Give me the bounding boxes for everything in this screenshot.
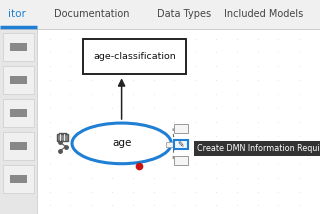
FancyBboxPatch shape	[174, 156, 188, 165]
Ellipse shape	[72, 123, 171, 164]
FancyBboxPatch shape	[166, 142, 173, 147]
Text: age: age	[112, 138, 131, 148]
FancyBboxPatch shape	[10, 43, 27, 51]
FancyBboxPatch shape	[37, 29, 320, 214]
FancyBboxPatch shape	[10, 142, 27, 150]
FancyBboxPatch shape	[174, 124, 188, 133]
FancyBboxPatch shape	[174, 140, 188, 149]
FancyBboxPatch shape	[10, 175, 27, 183]
FancyBboxPatch shape	[3, 33, 34, 61]
Text: Data Types: Data Types	[157, 9, 211, 19]
Text: itor: itor	[8, 9, 26, 19]
FancyBboxPatch shape	[194, 141, 320, 156]
FancyBboxPatch shape	[10, 76, 27, 84]
Text: Included Models: Included Models	[224, 9, 303, 19]
Text: age-classification: age-classification	[93, 52, 176, 61]
FancyBboxPatch shape	[3, 165, 34, 193]
FancyBboxPatch shape	[3, 66, 34, 94]
FancyBboxPatch shape	[57, 134, 68, 141]
Text: Documentation: Documentation	[54, 9, 130, 19]
Text: ✎: ✎	[178, 140, 184, 149]
FancyBboxPatch shape	[0, 29, 37, 214]
FancyBboxPatch shape	[0, 0, 320, 29]
Text: Create DMN Information Requirement: Create DMN Information Requirement	[197, 144, 320, 153]
FancyBboxPatch shape	[3, 99, 34, 127]
FancyBboxPatch shape	[10, 109, 27, 117]
FancyBboxPatch shape	[3, 132, 34, 160]
FancyBboxPatch shape	[83, 39, 186, 74]
